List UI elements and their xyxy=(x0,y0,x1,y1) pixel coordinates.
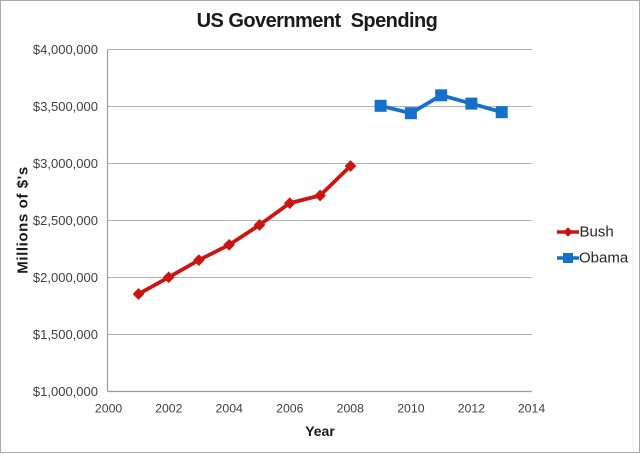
svg-text:2012: 2012 xyxy=(458,402,486,416)
svg-text:2008: 2008 xyxy=(337,402,365,416)
svg-text:Obama: Obama xyxy=(579,250,629,267)
svg-text:$3,000,000: $3,000,000 xyxy=(33,156,98,171)
svg-text:Bush: Bush xyxy=(580,224,614,241)
svg-text:2006: 2006 xyxy=(276,402,304,416)
svg-text:Millions of $'s: Millions of $'s xyxy=(15,166,32,274)
svg-text:$4,000,000: $4,000,000 xyxy=(33,42,98,57)
svg-text:2004: 2004 xyxy=(216,402,244,416)
svg-text:2010: 2010 xyxy=(397,402,425,416)
svg-text:$2,500,000: $2,500,000 xyxy=(33,213,98,228)
svg-text:2002: 2002 xyxy=(155,402,183,416)
svg-text:$1,500,000: $1,500,000 xyxy=(33,327,98,342)
svg-text:2000: 2000 xyxy=(95,402,123,416)
svg-text:$1,000,000: $1,000,000 xyxy=(33,384,98,399)
svg-text:$2,000,000: $2,000,000 xyxy=(33,270,98,285)
svg-text:$3,500,000: $3,500,000 xyxy=(33,99,98,114)
svg-text:Year: Year xyxy=(305,423,335,439)
svg-text:2014: 2014 xyxy=(518,402,546,416)
